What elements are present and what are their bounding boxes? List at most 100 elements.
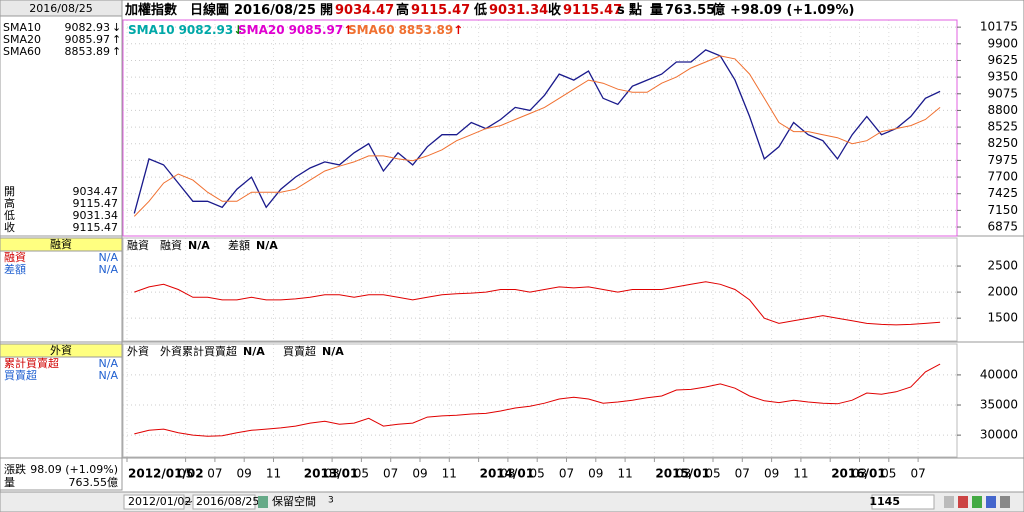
legend-value: N/A	[322, 345, 344, 358]
margin-title: 融資	[50, 238, 72, 251]
x-tick-label: 11	[442, 467, 457, 481]
legend-value: 8853.89	[399, 23, 454, 37]
row-value: N/A	[99, 251, 119, 264]
ohlc-label: 開	[4, 185, 15, 198]
y-tick-label: 10175	[980, 20, 1018, 34]
x-tick-label: 05	[705, 467, 720, 481]
period: 日線圖	[190, 2, 229, 18]
sma-value: 9085.97	[65, 33, 111, 46]
y-tick-label: 2000	[987, 285, 1018, 299]
foreign-title: 外資	[50, 344, 72, 357]
high: 9115.47	[411, 3, 470, 18]
unit: 點	[629, 2, 642, 18]
x-tick-label: 2012/01/02	[128, 467, 204, 481]
y-tick-label: 2500	[987, 259, 1018, 273]
legend: SMA20 9085.97↑	[238, 23, 353, 37]
sma-name: SMA60	[3, 45, 41, 58]
x-tick-label: 2015/01	[655, 467, 709, 481]
icon[interactable]	[1000, 496, 1010, 508]
y-tick-label: 40000	[980, 367, 1018, 381]
plot-area	[122, 237, 958, 342]
x-tick-label: 07	[910, 467, 925, 481]
pane-title: 外資	[127, 345, 149, 358]
x-tick-label: 2016/01	[831, 467, 885, 481]
unit-s: s	[617, 3, 625, 18]
icon[interactable]	[972, 496, 982, 508]
ohlc-label: 收	[4, 220, 15, 234]
sma-name: SMA20	[3, 33, 41, 46]
y-tick-label: 7425	[987, 186, 1018, 200]
reserve-label: 保留空間	[272, 494, 316, 508]
y-tick-label: 6875	[987, 220, 1018, 234]
y-tick-label: 35000	[980, 398, 1018, 412]
icon[interactable]	[258, 496, 268, 508]
ohlc-label: 低	[4, 209, 15, 222]
legend-value: N/A	[243, 345, 265, 358]
volume-label: 量	[650, 3, 663, 18]
legend-name: 融資	[160, 239, 182, 252]
row-value: N/A	[99, 369, 119, 382]
open-label: 開	[320, 3, 333, 18]
y-tick-label: 9625	[987, 53, 1018, 67]
sma-name: SMA10	[3, 21, 41, 34]
toolbar-icons[interactable]	[944, 496, 1010, 508]
legend: SMA10 9082.93↓	[128, 23, 243, 37]
y-tick-label: 7150	[987, 203, 1018, 217]
y-tick-label: 9075	[987, 86, 1018, 100]
panel-date: 2016/08/25	[29, 2, 92, 15]
y-tick-label: 1500	[987, 311, 1018, 325]
change-label: 漲跌	[4, 462, 26, 476]
close: 9115.47	[563, 3, 622, 18]
x-tick-label: 05	[354, 467, 369, 481]
x-tick-label: 03	[500, 467, 515, 481]
legend-name: 差額	[228, 238, 250, 252]
legend-name: SMA60	[348, 23, 395, 37]
margin-header	[0, 237, 123, 252]
legend-value: N/A	[188, 239, 210, 252]
x-tick-label: 09	[412, 467, 427, 481]
ohlc-value: 9115.47	[73, 221, 119, 234]
change: +98.09 (+1.09%)	[730, 3, 854, 18]
volume-value: 763.55億	[69, 476, 119, 489]
row-value: N/A	[99, 357, 119, 370]
sma-value: 8853.89	[65, 45, 111, 58]
low-label: 低	[473, 2, 487, 18]
row-label: 融資	[4, 251, 26, 264]
legend-value: 9082.93	[179, 23, 234, 37]
x-tick-label: 03	[676, 467, 691, 481]
icon[interactable]	[958, 496, 968, 508]
ohlc-value: 9115.47	[73, 197, 119, 210]
x-tick-label: 11	[617, 467, 632, 481]
x-tick-label: 11	[793, 467, 808, 481]
top-bar: 加權指數 日線圖 2016/08/25 開 9034.47 高 9115.47 …	[124, 2, 854, 18]
row-label: 買賣超	[4, 368, 37, 382]
plot-area	[122, 19, 958, 237]
x-tick-label: 11	[266, 467, 281, 481]
volume-unit: 億	[712, 2, 725, 18]
sma-arrow: ↑	[112, 45, 121, 58]
end-field[interactable]	[192, 494, 256, 510]
x-tick-label: 09	[764, 467, 779, 481]
high-label: 高	[396, 2, 409, 18]
x-tick-label: 07	[207, 467, 222, 481]
reserve-value: 3	[328, 496, 334, 506]
series-line	[133, 55, 941, 217]
icon[interactable]	[944, 496, 954, 508]
x-tick-label: 2013/01	[304, 467, 358, 481]
y-tick-label: 7700	[987, 170, 1018, 184]
legend-name: SMA10	[128, 23, 175, 37]
low: 9031.34	[489, 3, 548, 18]
end-date: 2016/08/25	[196, 495, 259, 508]
legend-name: SMA20	[238, 23, 285, 37]
legend-value: 9085.97	[289, 23, 344, 37]
start-date: 2012/01/02	[128, 495, 191, 508]
row-value: N/A	[99, 263, 119, 276]
start-field[interactable]	[123, 494, 185, 510]
count: 1145	[869, 495, 900, 508]
icon[interactable]	[986, 496, 996, 508]
volume-label: 量	[4, 476, 15, 489]
change-value: 98.09 (+1.09%)	[30, 463, 118, 476]
ohlc-value: 9034.47	[73, 185, 119, 198]
